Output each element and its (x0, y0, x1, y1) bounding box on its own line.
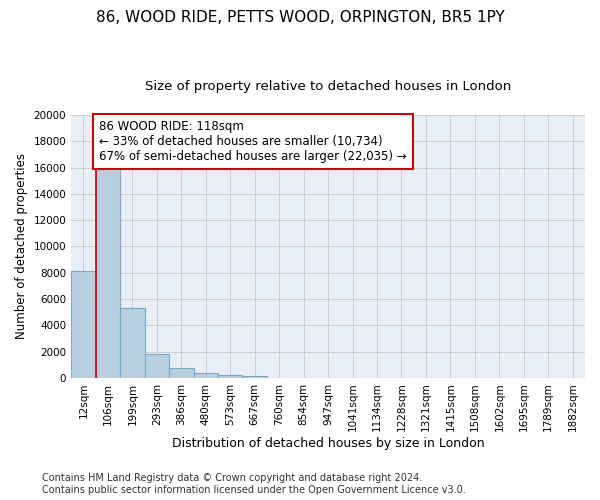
Bar (145, 354, 169, 378)
Y-axis label: Number of detached properties: Number of detached properties (15, 154, 28, 340)
X-axis label: Distribution of detached houses by size in London: Distribution of detached houses by size … (172, 437, 484, 450)
Bar (120, 308, 145, 378)
Bar (71, 272, 95, 378)
Text: 86, WOOD RIDE, PETTS WOOD, ORPINGTON, BR5 1PY: 86, WOOD RIDE, PETTS WOOD, ORPINGTON, BR… (95, 10, 505, 25)
Title: Size of property relative to detached houses in London: Size of property relative to detached ho… (145, 80, 511, 93)
Bar (169, 368, 194, 378)
Bar (242, 376, 267, 378)
Text: Contains HM Land Registry data © Crown copyright and database right 2024.
Contai: Contains HM Land Registry data © Crown c… (42, 474, 466, 495)
Text: 86 WOOD RIDE: 118sqm
← 33% of detached houses are smaller (10,734)
67% of semi-d: 86 WOOD RIDE: 118sqm ← 33% of detached h… (100, 120, 407, 164)
Bar (95, 160, 120, 378)
Bar (218, 375, 242, 378)
Bar (194, 374, 218, 378)
